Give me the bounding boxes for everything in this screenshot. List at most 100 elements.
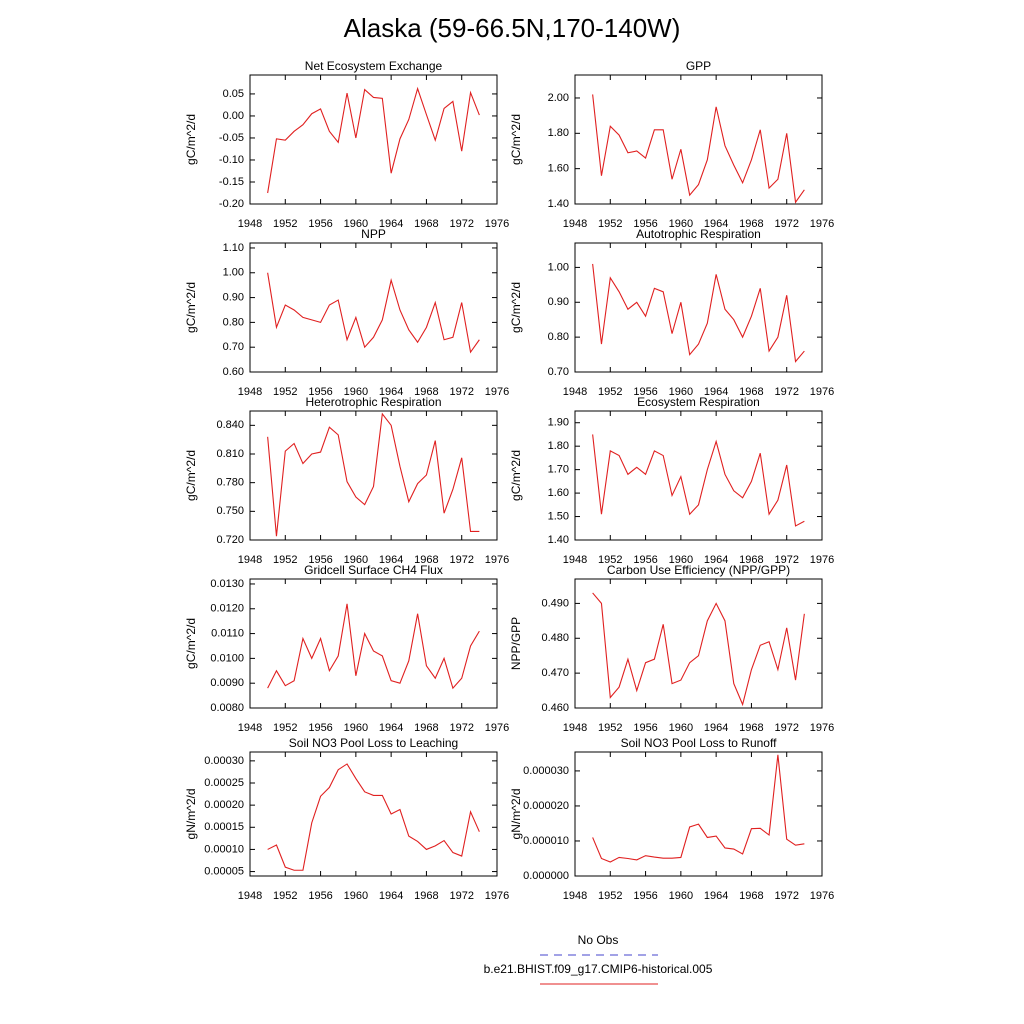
y-tick-label: 1.40 <box>548 534 569 546</box>
y-tick-label: 0.000030 <box>523 765 569 777</box>
panel-title: Autotrophic Respiration <box>636 227 761 241</box>
x-tick-label: 1960 <box>344 890 368 902</box>
x-tick-label: 1952 <box>598 218 622 230</box>
x-tick-label: 1972 <box>449 554 473 566</box>
x-tick-label: 1960 <box>669 722 693 734</box>
y-tick-label: 0.0110 <box>211 627 244 639</box>
y-axis-label: gN/m^2/d <box>184 789 198 840</box>
x-tick-label: 1952 <box>598 722 622 734</box>
x-tick-label: 1948 <box>563 890 587 902</box>
x-tick-label: 1964 <box>704 890 728 902</box>
y-tick-label: 0.750 <box>216 505 244 517</box>
x-tick-label: 1976 <box>810 554 834 566</box>
y-tick-label: 0.00015 <box>204 821 244 833</box>
x-tick-label: 1968 <box>739 554 763 566</box>
x-tick-label: 1952 <box>273 554 297 566</box>
figure-title: Alaska (59-66.5N,170-140W) <box>344 13 681 43</box>
y-tick-label: 0.70 <box>223 341 244 353</box>
x-tick-label: 1956 <box>308 218 332 230</box>
y-tick-label: 0.0120 <box>210 603 244 615</box>
x-tick-label: 1964 <box>704 554 728 566</box>
data-line <box>592 94 805 204</box>
plot-frame <box>249 74 498 205</box>
data-line <box>592 754 805 863</box>
x-tick-label: 1952 <box>273 722 297 734</box>
x-tick-label: 1960 <box>669 554 693 566</box>
x-tick-label: 1960 <box>344 722 368 734</box>
x-tick-label: 1964 <box>379 722 403 734</box>
panel-title: NPP <box>361 227 386 241</box>
x-tick-label: 1972 <box>774 386 798 398</box>
x-tick-label: 1972 <box>774 890 798 902</box>
x-tick-label: 1976 <box>485 386 509 398</box>
y-tick-label: 0.80 <box>548 331 569 343</box>
plot-frame <box>249 751 498 877</box>
x-tick-label: 1968 <box>739 890 763 902</box>
plot-frame <box>574 242 823 373</box>
y-tick-label: 0.0080 <box>210 702 244 714</box>
x-tick-label: 1948 <box>563 218 587 230</box>
y-tick-label: 0.780 <box>216 477 244 489</box>
x-tick-label: 1976 <box>810 722 834 734</box>
x-tick-label: 1976 <box>810 386 834 398</box>
x-tick-label: 1972 <box>449 890 473 902</box>
panel-title: Soil NO3 Pool Loss to Leaching <box>289 736 458 750</box>
y-tick-label: 0.0090 <box>210 677 244 689</box>
x-tick-label: 1968 <box>414 386 438 398</box>
y-tick-label: 0.000000 <box>523 870 569 882</box>
y-tick-label: 1.10 <box>223 242 244 254</box>
y-tick-label: 1.60 <box>548 163 569 175</box>
x-tick-label: 1968 <box>739 386 763 398</box>
plot-frame <box>574 751 823 877</box>
x-tick-label: 1956 <box>308 554 332 566</box>
y-tick-label: 0.00030 <box>204 755 244 767</box>
y-tick-label: 1.90 <box>548 417 569 429</box>
y-tick-label: 1.00 <box>548 261 569 273</box>
panel-title: Net Ecosystem Exchange <box>305 59 443 73</box>
y-tick-label: 0.90 <box>548 296 569 308</box>
y-tick-label: -0.20 <box>219 198 244 210</box>
x-tick-label: 1968 <box>739 722 763 734</box>
y-tick-label: 0.720 <box>216 534 244 546</box>
x-tick-label: 1956 <box>308 890 332 902</box>
x-tick-label: 1948 <box>563 554 587 566</box>
x-tick-label: 1948 <box>563 722 587 734</box>
x-tick-label: 1956 <box>633 386 657 398</box>
y-axis-label: NPP/GPP <box>509 617 523 670</box>
plot-frame <box>574 578 823 709</box>
y-tick-label: 0.60 <box>223 366 244 378</box>
panel-title: GPP <box>686 59 711 73</box>
y-tick-label: 1.40 <box>548 198 569 210</box>
x-tick-label: 1956 <box>633 722 657 734</box>
x-tick-label: 1968 <box>414 218 438 230</box>
y-tick-label: 0.000020 <box>523 800 569 812</box>
x-tick-label: 1952 <box>598 554 622 566</box>
legend-label: b.e21.BHIST.f09_g17.CMIP6-historical.005 <box>484 962 713 976</box>
x-tick-label: 1952 <box>273 386 297 398</box>
y-tick-label: 0.490 <box>541 597 569 609</box>
y-axis-label: gC/m^2/d <box>184 114 198 165</box>
x-tick-label: 1948 <box>238 890 262 902</box>
panel-title: Gridcell Surface CH4 Flux <box>304 563 443 577</box>
y-tick-label: 0.0130 <box>210 578 244 590</box>
y-axis-label: gC/m^2/d <box>509 282 523 333</box>
x-tick-label: 1952 <box>598 386 622 398</box>
y-tick-label: 0.0100 <box>210 652 244 664</box>
y-tick-label: 0.00010 <box>204 843 244 855</box>
y-tick-label: 1.80 <box>548 127 569 139</box>
x-tick-label: 1956 <box>633 218 657 230</box>
data-line <box>267 86 480 194</box>
y-tick-label: 0.05 <box>223 88 244 100</box>
x-tick-label: 1964 <box>704 218 728 230</box>
y-axis-label: gC/m^2/d <box>184 282 198 333</box>
x-tick-label: 1948 <box>563 386 587 398</box>
x-tick-label: 1964 <box>379 386 403 398</box>
y-tick-label: 0.90 <box>223 291 244 303</box>
x-tick-label: 1972 <box>774 722 798 734</box>
y-axis-label: gC/m^2/d <box>509 450 523 501</box>
y-tick-label: 0.70 <box>548 366 569 378</box>
y-axis-label: gC/m^2/d <box>184 450 198 501</box>
x-tick-label: 1960 <box>344 386 368 398</box>
x-tick-label: 1948 <box>238 218 262 230</box>
legend-label: No Obs <box>578 933 619 947</box>
